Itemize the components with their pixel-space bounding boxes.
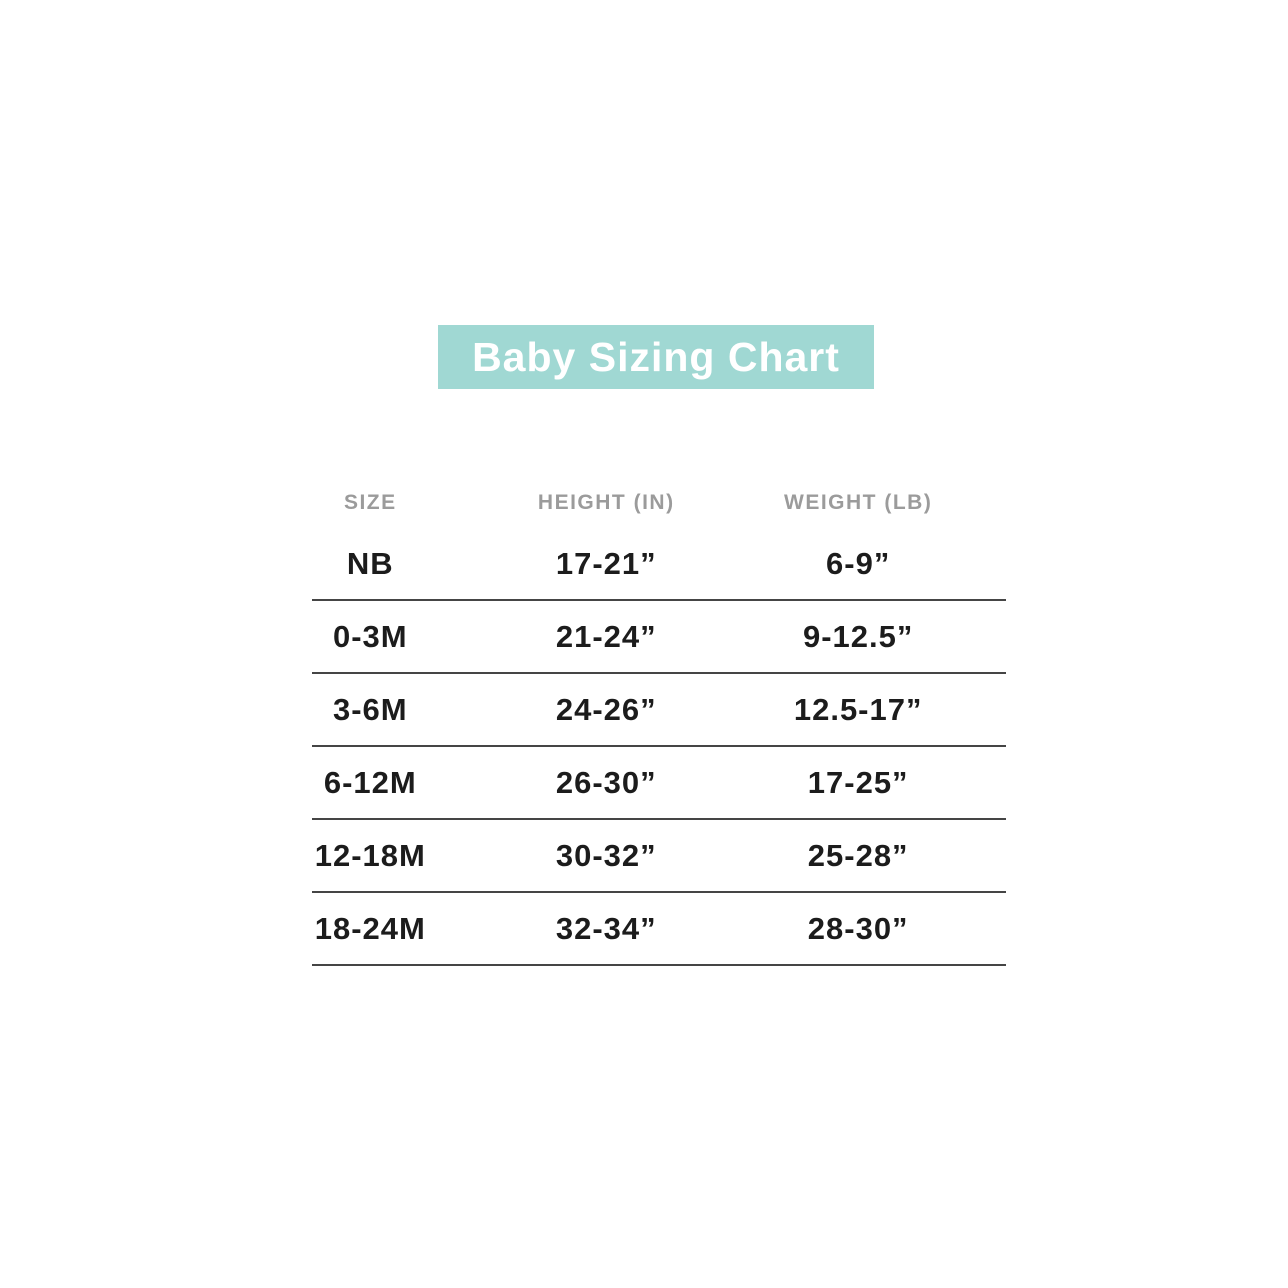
weight-cell: 6-9” bbox=[826, 545, 891, 581]
size-cell: 3-6M bbox=[332, 691, 408, 727]
table-row: 12-18M 30-32” 25-28” bbox=[312, 820, 1006, 893]
weight-cell: 9-12.5” bbox=[802, 618, 914, 654]
weight-cell: 28-30” bbox=[807, 910, 909, 946]
size-cell: 6-12M bbox=[323, 764, 417, 800]
height-cell: 24-26” bbox=[555, 691, 657, 727]
height-cell: 21-24” bbox=[555, 618, 657, 654]
table-row: 18-24M 32-34” 28-30” bbox=[312, 893, 1006, 966]
column-header-size: SIZE bbox=[343, 491, 397, 514]
column-header-weight: WEIGHT (LB) bbox=[784, 491, 933, 514]
height-cell: 32-34” bbox=[555, 910, 657, 946]
size-cell: 12-18M bbox=[314, 837, 426, 873]
weight-cell: 12.5-17” bbox=[793, 691, 923, 727]
table-header-row: SIZE HEIGHT (IN) WEIGHT (LB) bbox=[312, 478, 1006, 528]
size-cell: 18-24M bbox=[314, 910, 426, 946]
table-body: NB 17-21” 6-9” 0-3M 21-24” 9-12.5” 3-6M 24-26” 1… bbox=[312, 528, 1006, 966]
table-row: 6-12M 26-30” 17-25” bbox=[312, 747, 1006, 820]
chart-title: Baby Sizing Chart bbox=[472, 333, 840, 380]
size-cell: NB bbox=[346, 545, 394, 581]
weight-cell: 25-28” bbox=[807, 837, 909, 873]
table-row: 3-6M 24-26” 12.5-17” bbox=[312, 674, 1006, 747]
height-cell: 17-21” bbox=[555, 545, 657, 581]
table-row: NB 17-21” 6-9” bbox=[312, 528, 1006, 601]
column-header-height: HEIGHT (IN) bbox=[537, 491, 675, 514]
weight-cell: 17-25” bbox=[807, 764, 909, 800]
table-row: 0-3M 21-24” 9-12.5” bbox=[312, 601, 1006, 674]
baby-sizing-table: SIZE HEIGHT (IN) WEIGHT (LB) NB 17-21” 6-9… bbox=[312, 478, 1006, 966]
size-cell: 0-3M bbox=[332, 618, 408, 654]
height-cell: 30-32” bbox=[555, 837, 657, 873]
height-cell: 26-30” bbox=[555, 764, 657, 800]
chart-title-banner: Baby Sizing Chart bbox=[438, 325, 874, 389]
